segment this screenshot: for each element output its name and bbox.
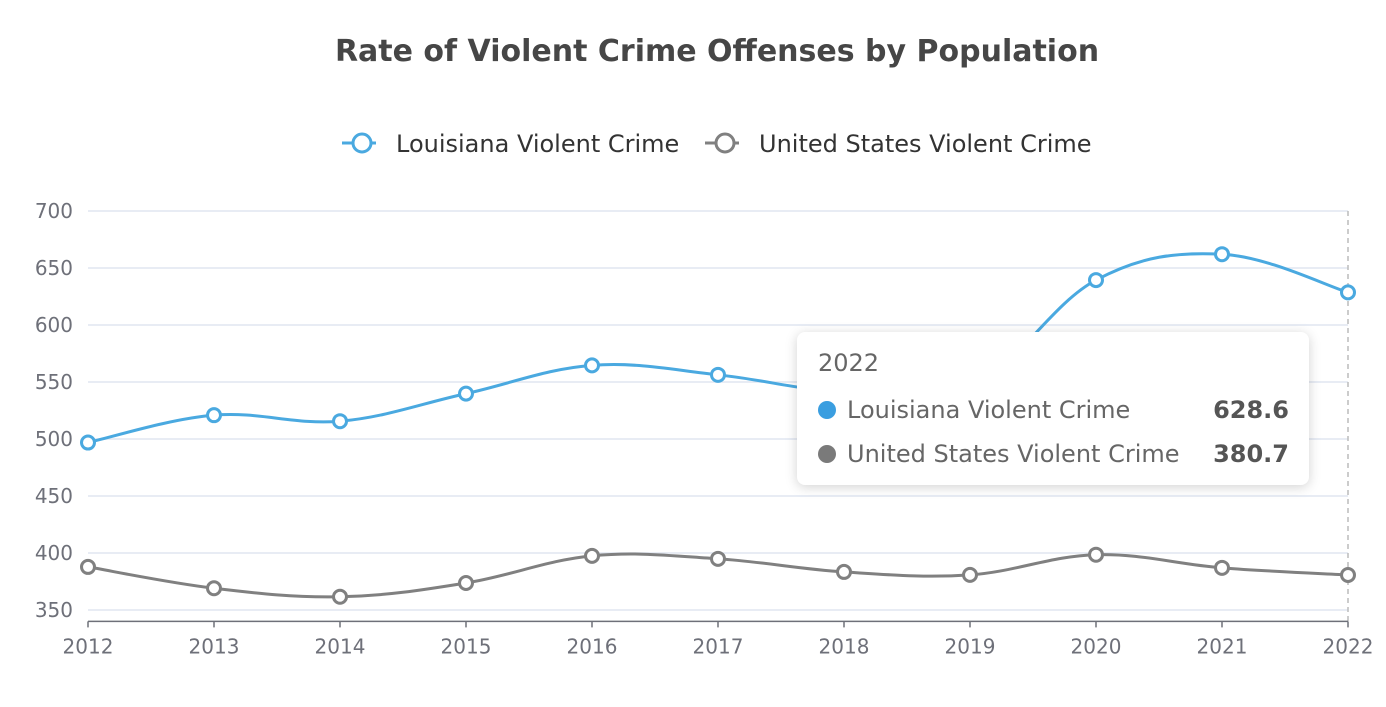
data-point-us-2019[interactable] xyxy=(962,566,978,583)
tooltip-value-us: 380.7 xyxy=(1213,440,1289,468)
data-point-louisiana-2022[interactable] xyxy=(1340,284,1356,301)
data-point-us-2015[interactable] xyxy=(458,574,474,591)
y-tick-label: 650 xyxy=(35,256,73,280)
legend-item-louisiana[interactable]: Louisiana Violent Crime xyxy=(342,130,679,158)
data-point-us-2018[interactable] xyxy=(836,563,852,580)
data-point-us-2012[interactable] xyxy=(80,558,96,575)
data-point-louisiana-2013[interactable] xyxy=(206,407,222,424)
x-tick-label: 2017 xyxy=(693,634,744,658)
data-point-louisiana-2017[interactable] xyxy=(710,366,726,383)
axes: 350 400 450 500 550 600 650 700 2012 2013 2014 2015… xyxy=(35,199,1374,658)
tooltip-title: 2022 xyxy=(818,349,880,377)
tooltip-row-louisiana: Louisiana Violent Crime 628.6 xyxy=(818,388,1289,432)
data-point-us-2022[interactable] xyxy=(1340,567,1356,584)
data-point-louisiana-2021[interactable] xyxy=(1214,246,1230,263)
y-tick-label: 400 xyxy=(35,541,73,565)
legend-label-louisiana: Louisiana Violent Crime xyxy=(396,130,679,158)
legend-item-us[interactable]: United States Violent Crime xyxy=(705,130,1092,158)
data-point-us-2013[interactable] xyxy=(206,580,222,597)
tooltip-dot-louisiana xyxy=(818,401,836,419)
legend-marker-us xyxy=(714,132,736,154)
data-point-louisiana-2015[interactable] xyxy=(458,385,474,402)
y-tick-label: 700 xyxy=(35,199,73,223)
chart-title: Rate of Violent Crime Offenses by Popula… xyxy=(335,34,1099,69)
data-point-us-2017[interactable] xyxy=(710,550,726,567)
x-tick-label: 2015 xyxy=(441,634,492,658)
y-tick-label: 550 xyxy=(35,370,73,394)
x-tick-label: 2012 xyxy=(63,634,114,658)
data-point-us-2016[interactable] xyxy=(584,547,600,564)
tooltip-dot-us xyxy=(818,445,836,463)
legend: Louisiana Violent Crime United States Vio… xyxy=(342,130,1092,158)
data-point-us-2020[interactable] xyxy=(1088,546,1104,563)
data-point-louisiana-2016[interactable] xyxy=(584,357,600,374)
x-tick-label: 2020 xyxy=(1071,634,1122,658)
x-tick-label: 2016 xyxy=(567,634,618,658)
x-tick-label: 2021 xyxy=(1197,634,1248,658)
legend-label-us: United States Violent Crime xyxy=(759,130,1092,158)
tooltip-label-us: United States Violent Crime xyxy=(847,440,1180,468)
x-tick-label: 2019 xyxy=(945,634,996,658)
data-point-louisiana-2014[interactable] xyxy=(332,413,348,430)
legend-marker-louisiana xyxy=(351,132,373,154)
x-tick-label: 2022 xyxy=(1323,634,1374,658)
y-tick-label: 500 xyxy=(35,427,73,451)
tooltip-value-louisiana: 628.6 xyxy=(1213,396,1289,424)
y-tick-label: 600 xyxy=(35,313,73,337)
data-point-us-2014[interactable] xyxy=(332,588,348,605)
x-tick-label: 2013 xyxy=(189,634,240,658)
tooltip: 2022 Louisiana Violent Crime 628.6 Unite… xyxy=(797,332,1309,485)
data-point-louisiana-2012[interactable] xyxy=(80,434,96,451)
tooltip-row-us: United States Violent Crime 380.7 xyxy=(818,432,1289,476)
y-tick-label: 350 xyxy=(35,598,73,622)
x-tick-label: 2018 xyxy=(819,634,870,658)
data-point-louisiana-2020[interactable] xyxy=(1088,272,1104,289)
data-point-us-2021[interactable] xyxy=(1214,559,1230,576)
tooltip-label-louisiana: Louisiana Violent Crime xyxy=(847,396,1131,424)
x-tick-label: 2014 xyxy=(315,634,366,658)
y-tick-label: 450 xyxy=(35,484,73,508)
